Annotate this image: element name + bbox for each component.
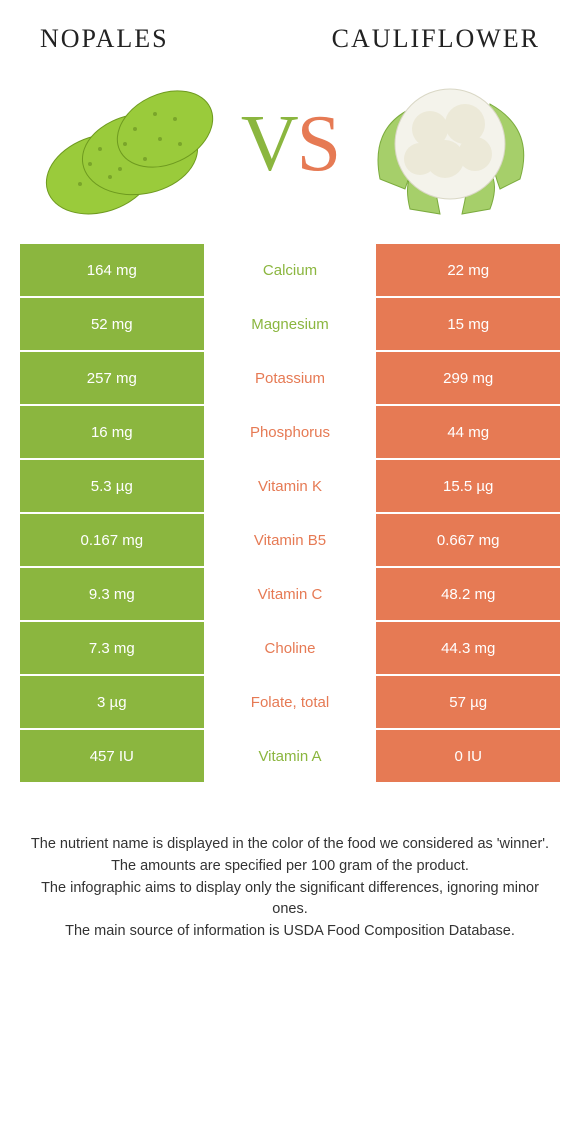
nutrient-label-cell: Vitamin A [204, 730, 377, 784]
footer-line-4: The main source of information is USDA F… [30, 921, 550, 943]
vs-v: V [241, 100, 297, 188]
table-row: 164 mgCalcium22 mg [20, 244, 560, 298]
left-value-cell: 257 mg [20, 352, 204, 406]
nutrient-label-cell: Vitamin K [204, 460, 377, 514]
nutrient-label-cell: Potassium [204, 352, 377, 406]
left-value-cell: 7.3 mg [20, 622, 204, 676]
left-value-cell: 16 mg [20, 406, 204, 460]
right-value-cell: 0.667 mg [376, 514, 560, 568]
footer-line-1: The nutrient name is displayed in the co… [30, 834, 550, 856]
right-value-cell: 0 IU [376, 730, 560, 784]
right-value-cell: 44.3 mg [376, 622, 560, 676]
nutrient-label-cell: Vitamin C [204, 568, 377, 622]
footer-line-3: The infographic aims to display only the… [30, 878, 550, 922]
table-row: 0.167 mgVitamin B50.667 mg [20, 514, 560, 568]
table-row: 5.3 µgVitamin K15.5 µg [20, 460, 560, 514]
nopales-image [30, 59, 230, 229]
nutrient-label-cell: Folate, total [204, 676, 377, 730]
left-food-title: Nopales [40, 24, 169, 54]
right-food-title: Cauliflower [332, 24, 540, 54]
vs-s: S [297, 100, 340, 188]
nutrient-label-cell: Calcium [204, 244, 377, 298]
left-value-cell: 9.3 mg [20, 568, 204, 622]
nutrient-label-cell: Magnesium [204, 298, 377, 352]
left-value-cell: 3 µg [20, 676, 204, 730]
table-row: 257 mgPotassium299 mg [20, 352, 560, 406]
left-value-cell: 164 mg [20, 244, 204, 298]
footer-notes: The nutrient name is displayed in the co… [0, 784, 580, 943]
table-row: 3 µgFolate, total57 µg [20, 676, 560, 730]
right-value-cell: 22 mg [376, 244, 560, 298]
nutrient-label-cell: Phosphorus [204, 406, 377, 460]
left-value-cell: 0.167 mg [20, 514, 204, 568]
table-row: 9.3 mgVitamin C48.2 mg [20, 568, 560, 622]
left-value-cell: 5.3 µg [20, 460, 204, 514]
nutrient-label-cell: Choline [204, 622, 377, 676]
right-value-cell: 15 mg [376, 298, 560, 352]
cauliflower-image [350, 59, 550, 229]
left-value-cell: 52 mg [20, 298, 204, 352]
table-row: 457 IUVitamin A0 IU [20, 730, 560, 784]
nutrient-label-cell: Vitamin B5 [204, 514, 377, 568]
right-value-cell: 57 µg [376, 676, 560, 730]
footer-line-2: The amounts are specified per 100 gram o… [30, 856, 550, 878]
table-row: 7.3 mgCholine44.3 mg [20, 622, 560, 676]
vs-label: VS [241, 99, 339, 190]
right-value-cell: 299 mg [376, 352, 560, 406]
right-value-cell: 44 mg [376, 406, 560, 460]
right-value-cell: 48.2 mg [376, 568, 560, 622]
nutrient-comparison-table: 164 mgCalcium22 mg52 mgMagnesium15 mg257… [20, 244, 560, 784]
table-row: 16 mgPhosphorus44 mg [20, 406, 560, 460]
right-value-cell: 15.5 µg [376, 460, 560, 514]
left-value-cell: 457 IU [20, 730, 204, 784]
table-row: 52 mgMagnesium15 mg [20, 298, 560, 352]
